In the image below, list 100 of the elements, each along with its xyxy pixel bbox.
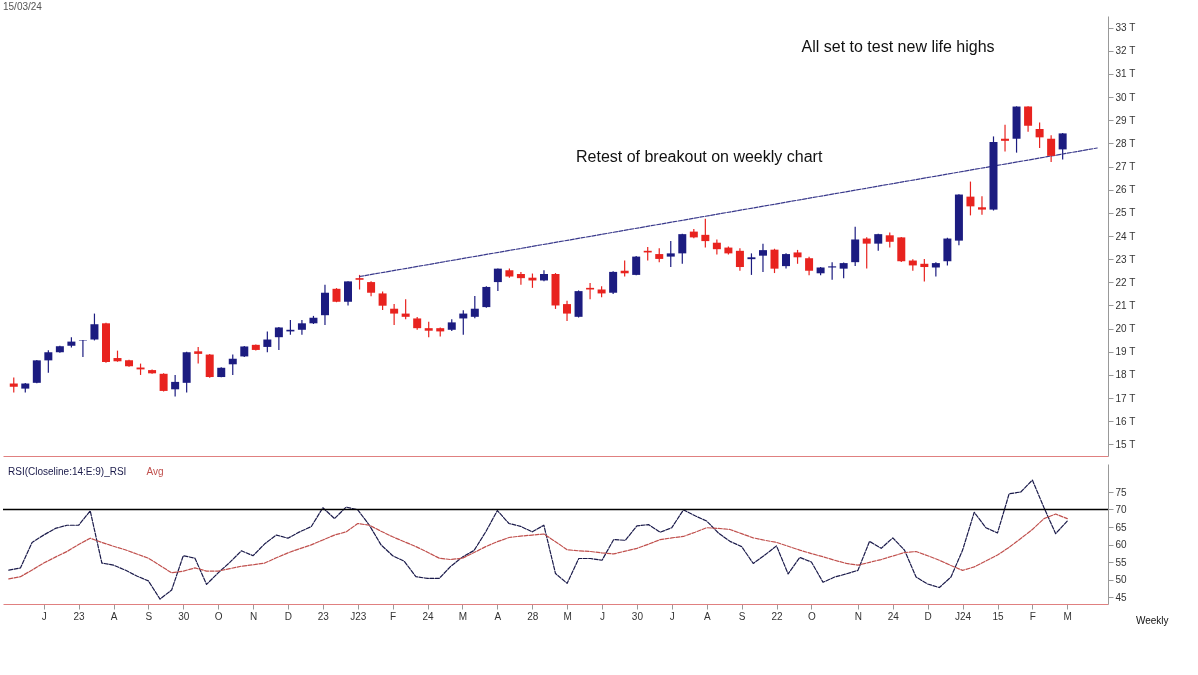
x-tick-label: O <box>808 610 816 622</box>
candlestick <box>78 339 87 358</box>
x-tick-label: 23 <box>73 610 86 622</box>
y-tick-label: 27 T <box>1115 161 1136 173</box>
x-tick-label: M <box>458 610 468 622</box>
candlestick <box>344 280 353 307</box>
candlestick <box>205 353 214 379</box>
y-tick-label: 32 T <box>1115 45 1136 57</box>
y-tick-label: 25 T <box>1115 207 1136 219</box>
candlestick <box>390 303 399 326</box>
x-tick-label: F <box>1029 610 1036 622</box>
candlestick <box>805 256 814 276</box>
x-tick-label: S <box>738 610 746 622</box>
x-tick-label: 28 <box>527 610 539 622</box>
x-tick-label: 30 <box>631 610 644 622</box>
x-tick-label: J <box>41 610 47 622</box>
x-tick-label: 22 <box>771 610 783 622</box>
candlestick <box>977 195 986 216</box>
text: Avg <box>146 466 164 477</box>
candlestick <box>897 236 906 263</box>
y-tick-label: 31 T <box>1115 68 1136 80</box>
y-tick-label: 15 T <box>1115 438 1136 450</box>
x-tick-label: 24 <box>422 610 435 622</box>
y-tick-label: 18 T <box>1115 369 1136 381</box>
x-tick-label: F <box>390 610 397 622</box>
candlestick <box>1001 124 1010 153</box>
candlestick <box>862 236 871 270</box>
y-tick-label: 17 T <box>1115 392 1136 404</box>
x-tick-label: S <box>145 610 153 622</box>
candlestick <box>1024 105 1033 133</box>
candlestick <box>493 267 502 292</box>
x-tick-label: 15 <box>992 610 1004 622</box>
candlestick <box>482 285 491 309</box>
y-tick-label: 75 <box>1115 486 1128 498</box>
x-tick-label: J23 <box>350 610 367 622</box>
candlestick <box>712 238 721 256</box>
y-tick-label: 26 T <box>1115 184 1136 196</box>
candlestick <box>851 226 860 267</box>
x-tick-label: 23 <box>317 610 330 622</box>
candlestick <box>1058 132 1067 161</box>
y-tick-label: 30 T <box>1115 91 1136 103</box>
line-series <box>8 479 1068 600</box>
y-tick-label: 16 T <box>1115 415 1136 427</box>
candlestick <box>701 218 710 249</box>
line-series <box>8 513 1068 580</box>
candlestick <box>609 270 618 295</box>
x-tick-label: J24 <box>955 610 972 622</box>
y-tick-label: 60 <box>1115 539 1128 550</box>
candlestick <box>758 243 767 273</box>
candlestick <box>931 261 940 278</box>
y-tick-label: 33 T <box>1115 22 1136 34</box>
candlestick <box>666 240 675 268</box>
candlestick <box>470 295 479 319</box>
candlestick <box>44 349 53 374</box>
y-tick-label: 21 T <box>1115 299 1136 311</box>
x-tick-label: J <box>600 610 606 622</box>
y-tick-label: 45 <box>1115 591 1128 603</box>
candlestick <box>320 284 329 326</box>
y-tick-label: 50 <box>1115 574 1128 585</box>
y-tick-label: 70 <box>1115 504 1128 515</box>
candlestick <box>943 237 952 267</box>
candlestick <box>516 271 525 286</box>
x-tick-label: N <box>249 610 258 622</box>
x-tick-label: O <box>214 610 223 622</box>
candlestick <box>228 353 237 376</box>
candlestick <box>171 374 180 398</box>
y-tick-label: 20 T <box>1115 323 1136 335</box>
candlestick <box>770 248 779 274</box>
y-tick-label: 55 <box>1115 556 1128 568</box>
candlestick <box>735 247 744 272</box>
candlestick <box>401 298 410 320</box>
candlestick <box>263 330 272 353</box>
candlestick <box>378 290 387 311</box>
candlestick <box>920 258 929 282</box>
candlestick <box>90 312 99 342</box>
candlestick <box>274 326 283 351</box>
y-tick-label: 28 T <box>1115 137 1136 149</box>
y-tick-label: 65 <box>1115 521 1128 533</box>
y-tick-label: 24 T <box>1115 230 1136 242</box>
x-tick-label: D <box>924 610 932 622</box>
x-tick-label: M <box>1063 610 1072 622</box>
candlestick <box>966 180 975 216</box>
x-tick-label: A <box>494 610 502 622</box>
y-tick-label: 23 T <box>1115 253 1136 265</box>
x-tick-label: M <box>563 610 572 622</box>
candlestick <box>1047 134 1056 163</box>
candlestick <box>678 233 687 265</box>
x-tick-label: 30 <box>178 610 190 622</box>
text: RSI(Closeline:14:E:9)_RSI <box>8 466 127 477</box>
x-tick-label: D <box>284 610 293 622</box>
candlestick <box>747 252 756 276</box>
candlestick <box>1035 121 1044 149</box>
x-tick-label: 24 <box>887 610 900 622</box>
y-tick-label: 19 T <box>1115 346 1136 358</box>
x-tick-label: A <box>703 610 711 622</box>
x-tick-label: J <box>669 610 675 622</box>
y-tick-label: 22 T <box>1115 276 1136 288</box>
x-tick-label: A <box>110 610 118 622</box>
candlestick <box>563 300 572 322</box>
x-tick-label: N <box>854 610 863 622</box>
